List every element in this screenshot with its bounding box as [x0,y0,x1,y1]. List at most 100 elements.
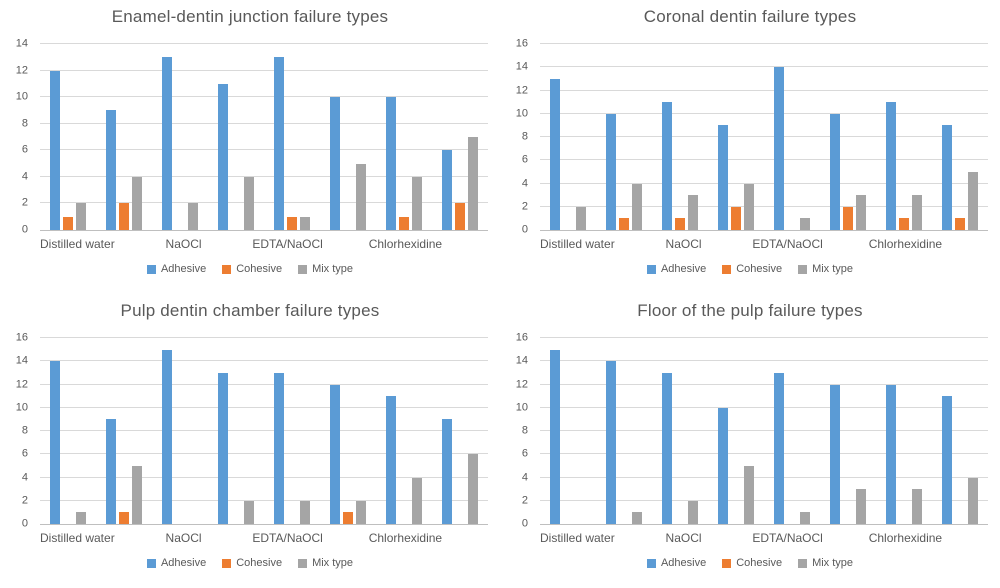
x-category-label: Distilled water [40,531,115,545]
gridline [40,406,488,408]
bar-group [320,44,376,230]
chart-title: Coronal dentin failure types [643,7,857,26]
plot-area [540,337,988,525]
y-tick-label: 16 [515,37,528,50]
y-tick-label: 4 [21,471,28,483]
legend-item-mix-type: Mix type [298,557,353,569]
gridline [40,149,488,151]
bar-group [40,44,96,230]
legend-swatch-icon [298,264,308,274]
x-cell [206,531,252,545]
bar-group [208,338,264,524]
bar-mix-type [300,216,310,230]
x-category-label: Chlorhexidine [368,531,443,545]
bar-mix-type [856,489,866,524]
bar-mix-type [856,195,866,230]
x-cell [706,237,752,251]
bar-mix-type [912,489,922,524]
bar-group [152,338,208,524]
x-cell: NaOCl [161,531,207,545]
bar-group [376,44,432,230]
bar-group [932,44,988,230]
x-cell [615,531,661,545]
x-cell [942,237,988,251]
legend: Adhesive Cohesive Mix type [0,557,500,569]
legend-swatch-icon [222,264,232,274]
bar-group [432,44,488,230]
bar-cohesive [899,218,909,230]
bar-mix-type [412,477,422,524]
gridline [40,476,488,478]
gridline [540,337,988,338]
bar-mix-type [968,477,978,524]
y-tick-label: 10 [15,401,28,414]
legend-label: Mix type [812,263,854,275]
x-category-label: EDTA/NaOCl [252,531,323,545]
y-tick-label: 2 [21,196,28,209]
bar-mix-type [244,500,254,524]
bar-adhesive [942,396,952,524]
x-category-label: Distilled water [540,237,615,251]
gridline [540,205,988,207]
y-tick-label: 0 [21,223,28,236]
bar-group [264,338,320,524]
legend-label: Adhesive [160,557,207,569]
bar-mix-type [744,183,754,230]
legend-swatch-icon [298,558,308,568]
gridline [40,337,488,338]
x-cell [823,531,869,545]
bar-group [876,44,932,230]
bar-adhesive [718,407,728,524]
gridline [540,66,988,68]
legend-item-adhesive: Adhesive [646,557,706,569]
legend-swatch-icon [722,264,732,274]
gridline [40,360,488,362]
x-cell: Distilled water [540,531,615,545]
y-tick-label: 2 [21,494,28,507]
x-category-label: NaOCl [665,237,702,251]
bar-mix-type [576,206,586,230]
x-cell: Chlorhexidine [869,237,942,251]
bar-group [376,338,432,524]
y-tick-label: 4 [521,471,528,483]
x-cell [942,531,988,545]
bar-mix-type [468,454,478,524]
legend-label: Cohesive [736,263,783,275]
x-axis-labels: Distilled water NaOCl EDTA/NaOCl Chlorhexid… [40,531,488,545]
bar-adhesive [50,361,60,524]
chart-title: Pulp dentin chamber failure types [120,301,380,320]
gridline [540,499,988,501]
y-axis-labels: 0 2 4 6 8 10 12 14 16 [500,38,532,235]
legend-label: Mix type [312,263,354,275]
bar-adhesive [662,372,672,524]
bar-adhesive [606,113,616,230]
x-cell: NaOCl [161,237,207,251]
bar-mix-type [356,163,366,230]
bar-adhesive [386,97,396,230]
x-cell: Distilled water [540,237,615,251]
x-cell: EDTA/NaOCl [752,237,822,251]
bar-group [764,44,820,230]
gridline [40,175,488,177]
legend-item-mix-type: Mix type [298,263,353,275]
y-tick-label: 6 [21,143,28,156]
x-cell: Distilled water [40,237,115,251]
bar-adhesive [550,78,560,230]
bar-mix-type [412,176,422,230]
bar-group [96,338,152,524]
bar-adhesive [274,57,284,230]
bar-mix-type [132,465,142,524]
gridline [40,202,488,204]
chart-pulp-dentin-chamber: Pulp dentin chamber failure types 0 2 4 6 8 1… [0,294,500,588]
bar-cohesive [731,206,741,230]
bar-mix-type [744,465,754,524]
bar-adhesive [550,349,560,524]
bar-adhesive [106,419,116,524]
y-tick-label: 12 [515,84,528,96]
gridline [540,453,988,455]
bar-adhesive [886,102,896,230]
bar-cohesive [619,218,629,230]
gridline [40,453,488,455]
legend-swatch-icon [146,264,156,274]
